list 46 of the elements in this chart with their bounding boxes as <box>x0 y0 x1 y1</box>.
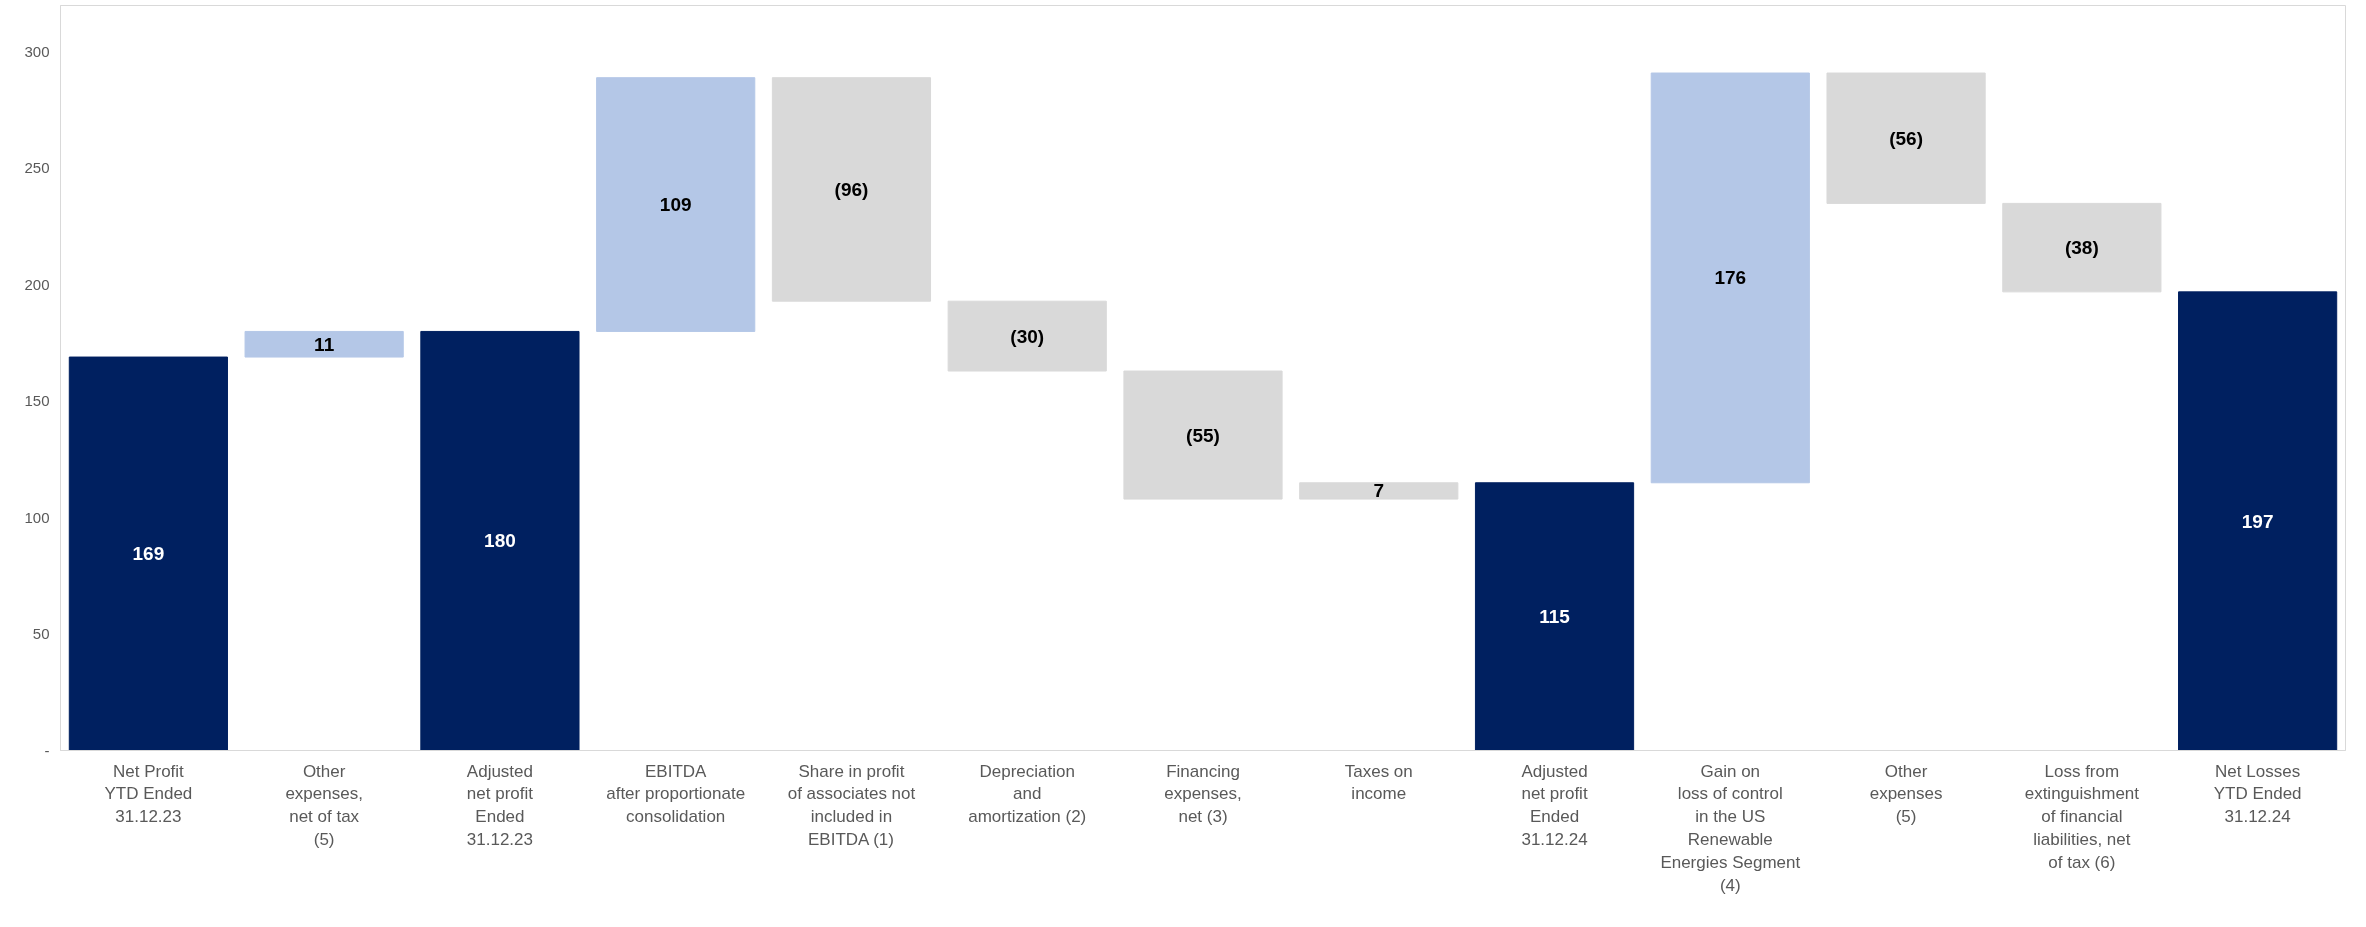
data-label: 11 <box>314 333 335 355</box>
x-tick-label: Net Profit YTD Ended 31.12.23 <box>104 761 193 827</box>
y-tick-label: 250 <box>24 159 50 177</box>
bar <box>947 300 1107 372</box>
data-label: (30) <box>1010 325 1045 347</box>
x-tick-label: Share in profit of associates not included in EBITDA (1) <box>787 761 916 849</box>
x-tick-label: Other expenses (5) <box>1869 761 1943 827</box>
bar <box>1826 72 1986 204</box>
bar <box>1474 482 1635 751</box>
x-tick-label: Loss from extinguishment of financial liabilities, net of tax (6) <box>2024 761 2140 872</box>
bar <box>244 330 404 358</box>
bar <box>771 77 932 302</box>
data-label: (96) <box>834 178 869 200</box>
bar <box>2178 291 2338 751</box>
data-label: 176 <box>1714 267 1747 289</box>
data-label: 7 <box>1373 480 1385 502</box>
data-label: (56) <box>1889 127 1923 149</box>
bar <box>2002 202 2162 293</box>
y-tick-label: 100 <box>24 508 50 526</box>
x-tick-label: EBITDA after proportionate consolidation <box>606 761 746 827</box>
data-label: 115 <box>1539 606 1571 628</box>
data-label: 109 <box>659 194 692 216</box>
x-tick-label: Gain on loss of control in the US Renewable Energies Segment (4) <box>1660 761 1801 895</box>
y-tick-label: 200 <box>24 275 50 293</box>
y-tick-label: - <box>44 741 50 759</box>
x-tick-label: Other expenses, net of tax (5) <box>285 761 363 849</box>
bar <box>1650 72 1810 484</box>
x-tick-label: Taxes on income <box>1344 761 1413 804</box>
x-tick-label: Financing expenses, net (3) <box>1164 761 1242 827</box>
x-tick-label: Adjusted net profit Ended 31.12.23 <box>466 761 534 849</box>
data-label: 169 <box>132 543 165 565</box>
bar <box>1299 482 1459 500</box>
x-tick-label: Net Losses YTD Ended 31.12.24 <box>2213 761 2302 827</box>
data-label: 180 <box>484 530 516 552</box>
data-label: 197 <box>2241 510 2274 532</box>
bar <box>68 356 228 751</box>
data-label: (55) <box>1186 424 1220 446</box>
x-tick-label: Adjusted net profit Ended 31.12.24 <box>1521 761 1588 849</box>
y-tick-label: 150 <box>24 392 50 410</box>
bar <box>596 77 756 332</box>
y-tick-label: 50 <box>32 625 50 643</box>
data-label: (38) <box>2064 237 2099 259</box>
y-tick-label: 300 <box>24 43 50 61</box>
x-tick-label: Depreciation and amortization (2) <box>968 761 1087 827</box>
bar <box>1123 370 1283 500</box>
bar <box>420 330 580 751</box>
